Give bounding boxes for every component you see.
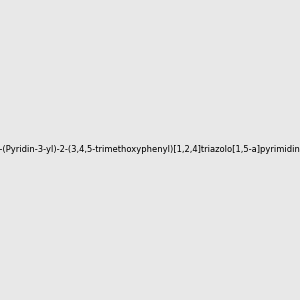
Text: 7-(Pyridin-3-yl)-2-(3,4,5-trimethoxyphenyl)[1,2,4]triazolo[1,5-a]pyrimidine: 7-(Pyridin-3-yl)-2-(3,4,5-trimethoxyphen… — [0, 146, 300, 154]
